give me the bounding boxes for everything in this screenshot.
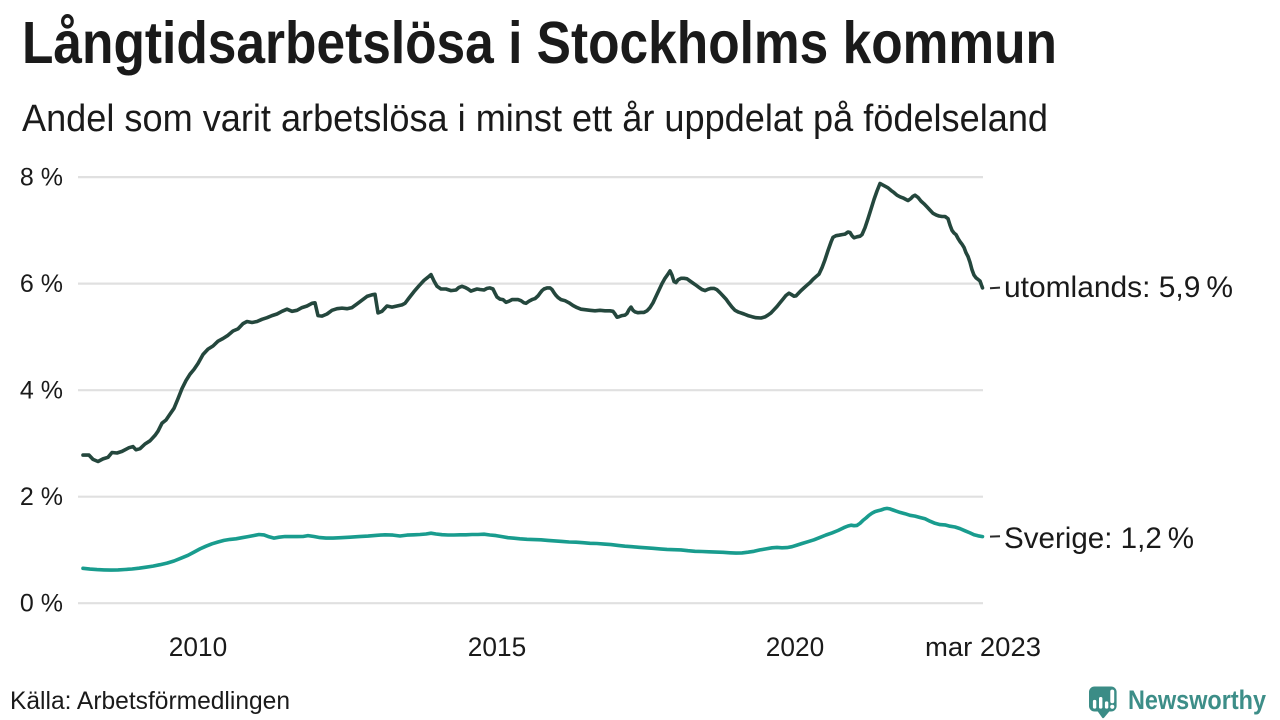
svg-text:Sverige: 1,2 %: Sverige: 1,2 % [1004,522,1194,555]
svg-text:2 %: 2 % [20,483,63,511]
svg-text:utomlands: 5,9 %: utomlands: 5,9 % [1004,271,1233,304]
svg-text:Andel som varit arbetslösa i m: Andel som varit arbetslösa i minst ett å… [22,98,1048,140]
svg-text:2020: 2020 [766,632,824,662]
svg-text:4 %: 4 % [20,377,63,405]
svg-text:Långtidsarbetslösa i Stockholm: Långtidsarbetslösa i Stockholms kommun [22,10,1057,76]
svg-text:6 %: 6 % [20,270,63,298]
svg-text:2010: 2010 [169,632,227,662]
svg-text:Källa: Arbetsförmedlingen: Källa: Arbetsförmedlingen [10,687,290,715]
svg-text:2015: 2015 [468,632,526,662]
svg-text:0 %: 0 % [20,590,63,618]
svg-text:mar 2023: mar 2023 [925,632,1041,662]
svg-text:Newsworthy: Newsworthy [1128,685,1266,715]
svg-text:8 %: 8 % [20,164,63,192]
